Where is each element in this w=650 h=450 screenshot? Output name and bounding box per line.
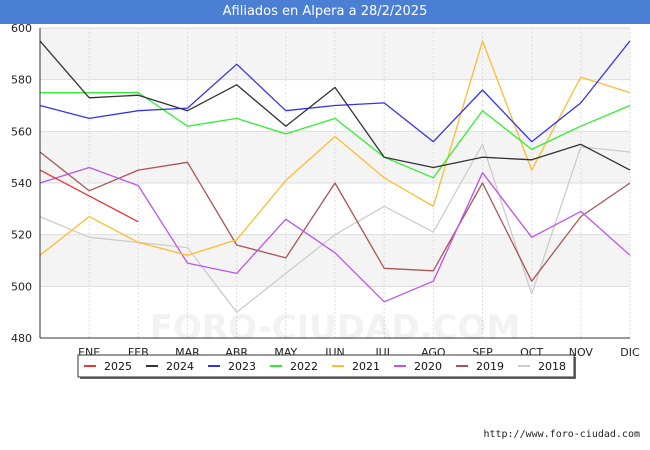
y-axis: 480 500 520 540 560 580 600 [11,24,32,345]
legend-label-2019: 2019 [476,360,504,373]
x-tick-label: DIC [620,346,640,359]
series-line-2021 [39,40,631,256]
series-line-2019 [39,151,631,282]
legend: 2025 2024 2023 2022 2021 2020 2019 2018 [77,354,576,379]
chart-title: Afiliados en Alpera a 28/2/2025 [0,0,650,24]
watermark: FORO-CIUDAD.COM [150,308,521,348]
legend-label-2024: 2024 [166,360,194,373]
y-tick-label: 580 [11,74,32,87]
x-tick-label: NOV [569,346,594,359]
y-tick-label: 520 [11,229,32,242]
legend-label-2022: 2022 [290,360,318,373]
series-line-2023 [39,40,631,143]
y-tick-label: 560 [11,125,32,138]
series-line-2022 [40,91,631,179]
legend-label-2025: 2025 [104,360,132,373]
legend-label-2020: 2020 [414,360,442,373]
legend-label-2018: 2018 [538,360,566,373]
series-lines [39,40,631,313]
y-tick-label: 500 [11,280,32,293]
y-tick-label: 540 [11,177,32,190]
series-line-2025 [39,169,139,223]
source-footer: http://www.foro-ciudad.com [483,429,640,440]
legend-box [77,354,575,378]
y-tick-label: 480 [11,332,32,345]
axes [39,28,630,339]
series-line-2024 [39,40,631,171]
series-line-2020 [39,166,631,303]
y-tick-label: 600 [11,24,32,35]
legend-label-2021: 2021 [352,360,380,373]
legend-label-2023: 2023 [228,360,256,373]
